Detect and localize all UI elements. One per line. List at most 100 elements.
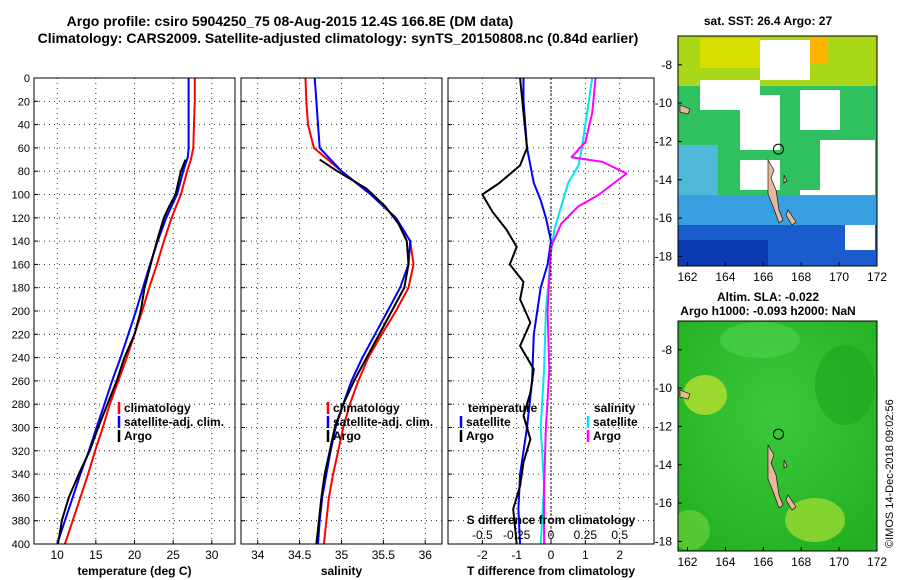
y-tick-label: 220 xyxy=(12,329,30,341)
y-tick-label: 200 xyxy=(12,306,30,318)
credit-text: ©IMOS 14-Dec-2018 09:02:56 xyxy=(884,399,896,548)
sst-argo-marker xyxy=(772,143,784,155)
y-tick-label: 240 xyxy=(12,353,30,365)
map-x-tick-label: 166 xyxy=(753,555,773,569)
y-tick-label: 400 xyxy=(12,539,30,551)
legend-title-temperature: temperature xyxy=(468,401,538,415)
title-line1: Argo profile: csiro 5904250_75 08-Aug-20… xyxy=(67,13,514,29)
sla-map-frame xyxy=(677,320,878,552)
y-tick-label: 40 xyxy=(18,120,30,132)
x-tick-label: -2 xyxy=(477,548,488,562)
series-line xyxy=(539,77,594,545)
sst-map: sat. SST: 26.4 Argo: 27 162 164 166 168 xyxy=(655,14,888,284)
x-tick-label: -1 xyxy=(511,548,522,562)
sla-map: Altim. SLA: -0.022 Argo h1000: -0.093 h2… xyxy=(655,290,888,569)
y-tick-label: 100 xyxy=(12,190,30,202)
x-tick-label: 36 xyxy=(419,548,433,562)
y-tick-label: 300 xyxy=(12,423,30,435)
sla-map-title: Altim. SLA: -0.022 xyxy=(717,290,819,304)
y-tick-label: 0 xyxy=(24,73,30,85)
x-tick-label: 15 xyxy=(89,548,103,562)
map-y-tick-label: -16 xyxy=(655,211,673,225)
legend-label: Argo xyxy=(593,429,621,443)
y-tick-label: 160 xyxy=(12,259,30,271)
map-x-tick-label: 164 xyxy=(715,270,735,284)
x-tick-label: 0 xyxy=(548,548,555,562)
y-tick-label: 380 xyxy=(12,516,30,528)
plot-frame xyxy=(240,77,443,545)
map-x-tick-label: 162 xyxy=(677,555,697,569)
series-line xyxy=(304,77,415,545)
y-tick-label: 140 xyxy=(12,236,30,248)
series-line xyxy=(543,77,628,544)
map-x-tick-label: 162 xyxy=(677,270,697,284)
map-x-tick-label: 164 xyxy=(715,555,735,569)
map-x-tick-label: 166 xyxy=(753,270,773,284)
x-axis-label: T difference from climatology xyxy=(467,564,635,578)
y-tick-label: 320 xyxy=(12,446,30,458)
salinity-panel: 34 34.5 35 35.5 36 salinity climatologysatelli… xyxy=(240,77,443,578)
series-line xyxy=(481,77,535,545)
map-y-tick-label: -12 xyxy=(655,419,673,433)
x-tick-label: 10 xyxy=(51,548,65,562)
x-tick-label: 30 xyxy=(205,548,219,562)
x-tick-label: 34 xyxy=(251,548,265,562)
y-tick-label: 280 xyxy=(12,399,30,411)
y-tick-label: 80 xyxy=(18,166,30,178)
series-line xyxy=(313,77,412,545)
y-tick-label: 340 xyxy=(12,469,30,481)
y-tick-label: 20 xyxy=(18,96,30,108)
sla-argo-marker xyxy=(772,428,784,440)
x-axis-label: salinity xyxy=(321,564,363,578)
x-tick-label: 2 xyxy=(616,548,623,562)
s-tick-label: -0.5 xyxy=(472,528,493,542)
series-line xyxy=(56,78,190,545)
series-line xyxy=(63,78,196,545)
map-y-tick-label: -10 xyxy=(655,96,673,110)
legend-title-salinity: salinity xyxy=(594,401,636,415)
y-tick-label: 260 xyxy=(12,376,30,388)
legend-label: satellite-adj. clim. xyxy=(124,415,224,429)
legend-label: Argo xyxy=(333,429,361,443)
map-y-tick-label: -14 xyxy=(655,173,673,187)
map-y-tick-label: -14 xyxy=(655,458,673,472)
legend-label: climatology xyxy=(333,401,400,415)
x-tick-label: 35 xyxy=(335,548,349,562)
map-x-tick-label: 168 xyxy=(791,555,811,569)
map-y-tick-label: -8 xyxy=(661,58,672,72)
sst-map-ticks: 162 164 166 168 170 172 -8 -10 -12 -14 -16 -18 xyxy=(655,58,888,284)
x-tick-label: 35.5 xyxy=(372,548,396,562)
map-y-tick-label: -8 xyxy=(661,343,672,357)
legend-label: Argo xyxy=(466,429,494,443)
map-x-tick-label: 172 xyxy=(867,270,887,284)
y-tick-label: 120 xyxy=(12,213,30,225)
sst-map-frame xyxy=(677,35,878,267)
legend-label: satellite xyxy=(593,415,638,429)
map-x-tick-label: 170 xyxy=(829,555,849,569)
map-x-tick-label: 170 xyxy=(829,270,849,284)
sla-map-subtitle: Argo h1000: -0.093 h2000: NaN xyxy=(680,304,855,318)
map-y-tick-label: -10 xyxy=(655,381,673,395)
sst-map-title: sat. SST: 26.4 Argo: 27 xyxy=(704,14,833,28)
series-line xyxy=(315,158,410,545)
s-tick-label: 0 xyxy=(548,528,555,542)
y-tick-label: 360 xyxy=(12,492,30,504)
s-tick-label: 0.5 xyxy=(611,528,628,542)
legend-label: climatology xyxy=(124,401,191,415)
x-tick-label: 20 xyxy=(128,548,142,562)
temperature-panel: 10 15 20 25 30020406080100120140160180200220… xyxy=(12,73,236,578)
map-y-tick-label: -18 xyxy=(655,534,673,548)
x-axis-label: temperature (deg C) xyxy=(77,564,191,578)
sla-map-ticks: 162 164 166 168 170 172 -8 -10 -12 -14 -16 -18 xyxy=(655,343,888,569)
legend-label: Argo xyxy=(124,429,152,443)
sla-field xyxy=(678,321,877,551)
map-x-tick-label: 172 xyxy=(867,555,887,569)
difference-panel: T difference from climatology -2 -1 0 1 2 S di… xyxy=(447,77,655,578)
series-line xyxy=(57,159,187,545)
plot-frame xyxy=(33,77,236,545)
map-y-tick-label: -16 xyxy=(655,496,673,510)
s-tick-label: -0.25 xyxy=(503,528,531,542)
map-y-tick-label: -12 xyxy=(655,134,673,148)
x-tick-label: 1 xyxy=(582,548,589,562)
